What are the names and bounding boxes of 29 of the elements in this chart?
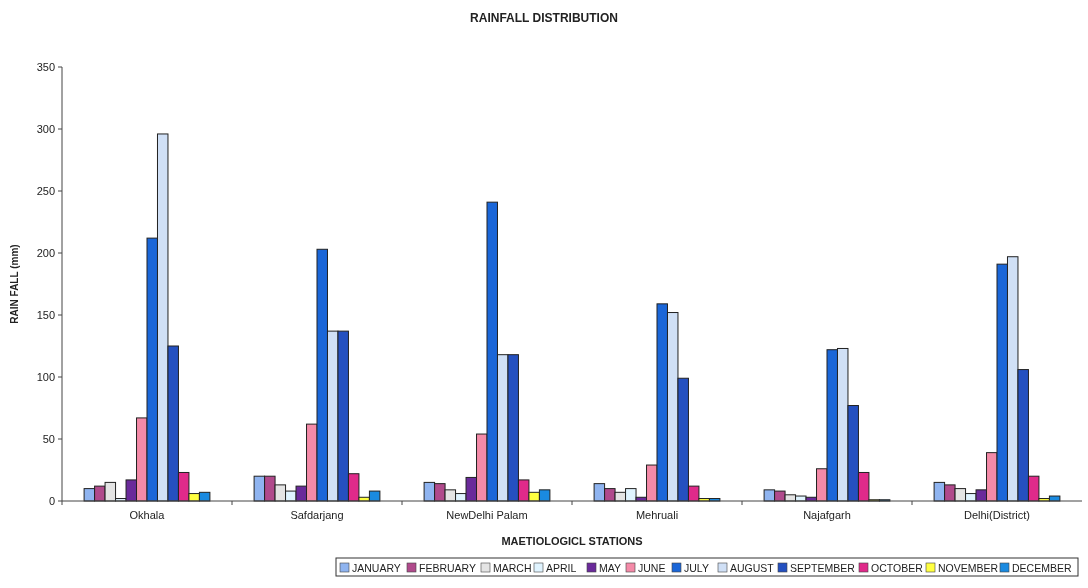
legend-label: JUNE <box>638 561 666 574</box>
x-tick-label: NewDelhi Palam <box>446 509 528 521</box>
y-axis-title: RAIN FALL (mm) <box>9 244 20 324</box>
legend-label: DECEMBER <box>1012 561 1072 574</box>
legend-label: APRIL <box>546 561 577 574</box>
legend-label: MAY <box>599 561 621 574</box>
x-tick-label: Mehruali <box>635 509 679 521</box>
x-tick-label: Okhala <box>129 509 166 521</box>
y-tick-label: 100 <box>36 370 55 383</box>
y-tick-label: 0 <box>48 494 55 507</box>
y-tick-label: 350 <box>36 60 55 73</box>
legend-label: JANUARY <box>352 561 401 574</box>
y-tick-label: 200 <box>36 246 55 259</box>
y-tick-label: 250 <box>36 184 55 197</box>
chart-title: RAINFALL DISTRIBUTION <box>470 11 618 25</box>
y-tick-label: 150 <box>36 308 55 321</box>
x-axis-title: MAETIOLOGICL STATIONS <box>501 535 643 547</box>
legend-label: SEPTEMBER <box>790 561 856 574</box>
legend-label: NOVEMBER <box>938 561 999 574</box>
legend-label: FEBRUARY <box>419 561 476 574</box>
legend-label: OCTOBER <box>871 561 924 574</box>
x-tick-label: Delhi(District) <box>964 509 1030 521</box>
legend-label: JULY <box>684 561 709 574</box>
y-tick-label: 300 <box>36 122 55 135</box>
legend-label: MARCH <box>493 561 532 574</box>
legend-label: AUGUST <box>730 561 775 574</box>
x-tick-label: Safdarjang <box>290 509 344 521</box>
y-tick-label: 50 <box>42 432 55 445</box>
x-tick-label: Najafgarh <box>803 509 851 521</box>
